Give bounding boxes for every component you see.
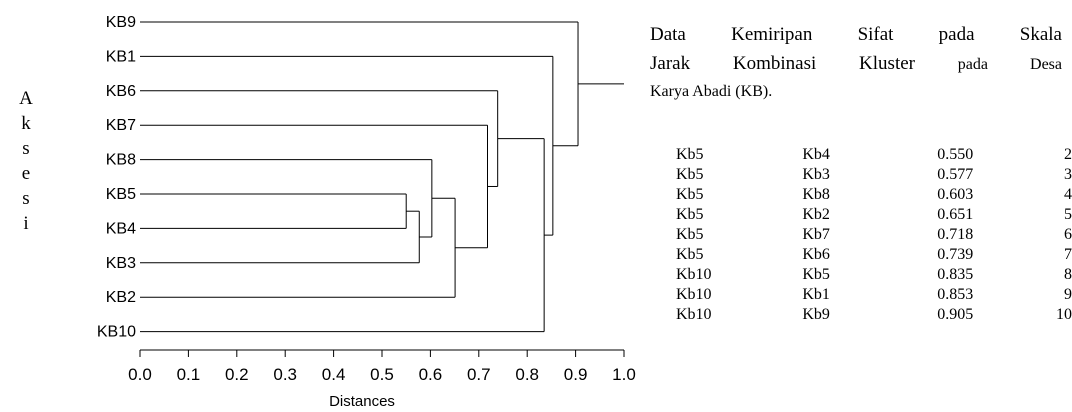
table-cell-to: Kb7 <box>802 226 830 243</box>
table-row: Kb5 Kb4 0.550 2 <box>664 145 1072 165</box>
table-cell-step: 10 <box>1056 306 1072 323</box>
y-axis-label-letter: e <box>21 163 31 184</box>
table-cell-to: Kb6 <box>802 246 830 263</box>
x-tick-label: 0.3 <box>273 365 297 384</box>
table-cell-distance: 0.718 <box>937 226 974 243</box>
table-cell-to: Kb2 <box>802 206 830 223</box>
leaf-label: KB2 <box>106 289 136 306</box>
caption: Data Kemiripan Sifat pada Skala Jarak Ko… <box>650 20 1062 105</box>
x-tick-label: 0.7 <box>467 365 491 384</box>
table-row: Kb5 Kb7 0.718 6 <box>664 225 1072 245</box>
leaf-label: KB10 <box>97 324 136 341</box>
x-tick-label: 0.1 <box>177 365 201 384</box>
leaf-label: KB7 <box>106 117 136 134</box>
table-cell-distance: 0.550 <box>937 146 974 163</box>
table-cell-step: 8 <box>1064 266 1072 283</box>
table-cell-distance: 0.905 <box>937 306 974 323</box>
x-tick-label: 0.2 <box>225 365 249 384</box>
table-cell-to: Kb9 <box>802 306 830 323</box>
leaf-label: KB6 <box>106 83 136 100</box>
leaf-label: KB3 <box>106 255 136 272</box>
y-axis-label-letter: i <box>23 213 29 234</box>
caption-line-2-main: Jarak Kombinasi Kluster <box>650 53 915 74</box>
table-row: Kb5 Kb8 0.603 4 <box>664 185 1072 205</box>
table-cell-to: Kb5 <box>802 266 830 283</box>
table-row: Kb10 Kb9 0.905 10 <box>664 305 1072 325</box>
leaf-label: KB4 <box>106 220 136 237</box>
x-tick-label: 0.4 <box>322 365 346 384</box>
table-cell-from: Kb5 <box>676 226 704 243</box>
y-axis-label-letter: s <box>22 138 30 159</box>
table-cell-from: Kb5 <box>676 166 704 183</box>
caption-line-3: Karya Abadi (KB). <box>650 83 773 100</box>
x-tick-label: 0.8 <box>515 365 539 384</box>
table-cell-distance: 0.853 <box>937 286 974 303</box>
table-cell-distance: 0.577 <box>937 166 974 183</box>
x-axis-label: Distances <box>329 393 395 410</box>
y-axis-label-letter: A <box>19 88 33 109</box>
table-cell-step: 5 <box>1064 206 1072 223</box>
caption-line-2: Jarak Kombinasi Kluster pada Desa <box>650 49 1062 79</box>
table-cell-from: Kb5 <box>676 246 704 263</box>
leaf-label: KB9 <box>106 14 136 31</box>
table-cell-distance: 0.739 <box>937 246 974 263</box>
table-cell-from: Kb5 <box>676 186 704 203</box>
table-cell-from: Kb10 <box>676 286 712 303</box>
table-cell-from: Kb5 <box>676 206 704 223</box>
table-row: Kb10 Kb1 0.853 9 <box>664 285 1072 305</box>
caption-line-2-small: pada Desa <box>957 56 1063 73</box>
table-cell-from: Kb5 <box>676 146 704 163</box>
table-cell-step: 6 <box>1064 226 1072 243</box>
table-row: Kb5 Kb2 0.651 5 <box>664 205 1072 225</box>
caption-line-1: Data Kemiripan Sifat pada Skala <box>650 24 1062 45</box>
x-tick-label: 1.0 <box>612 365 636 384</box>
y-axis-label-letter: s <box>22 188 30 209</box>
y-axis-label-letter: k <box>21 113 31 134</box>
dendrogram-chart: KB9 KB1 KB6 KB7 KB8 KB5 KB4 KB3 KB2 KB10 0.0 0.1 0.2… <box>97 14 636 410</box>
table-cell-step: 7 <box>1064 246 1072 263</box>
distance-table: Kb5 Kb4 0.550 2 Kb5 Kb3 0.577 3 Kb5 Kb8 0.603 4 Kb5 K… <box>664 145 1072 325</box>
leaf-label: KB5 <box>106 186 136 203</box>
table-cell-from: Kb10 <box>676 306 712 323</box>
leaf-label: KB1 <box>106 48 136 65</box>
table-cell-from: Kb10 <box>676 266 712 283</box>
leaf-label: KB8 <box>106 152 136 169</box>
table-cell-to: Kb3 <box>802 166 830 183</box>
table-cell-distance: 0.835 <box>937 266 974 283</box>
x-tick-label: 0.5 <box>370 365 394 384</box>
table-cell-to: Kb4 <box>802 146 830 163</box>
table-cell-to: Kb1 <box>802 286 830 303</box>
table-cell-distance: 0.603 <box>937 186 974 203</box>
x-tick-label: 0.6 <box>419 365 443 384</box>
table-cell-step: 2 <box>1064 146 1072 163</box>
table-row: Kb10 Kb5 0.835 8 <box>664 265 1072 285</box>
table-cell-step: 4 <box>1064 186 1072 203</box>
table-cell-step: 9 <box>1064 286 1072 303</box>
table-cell-step: 3 <box>1064 166 1072 183</box>
table-cell-distance: 0.651 <box>937 206 974 223</box>
x-tick-label: 0.0 <box>128 365 152 384</box>
table-cell-to: Kb8 <box>802 186 830 203</box>
table-row: Kb5 Kb6 0.739 7 <box>664 245 1072 265</box>
x-tick-label: 0.9 <box>564 365 588 384</box>
table-row: Kb5 Kb3 0.577 3 <box>664 165 1072 185</box>
